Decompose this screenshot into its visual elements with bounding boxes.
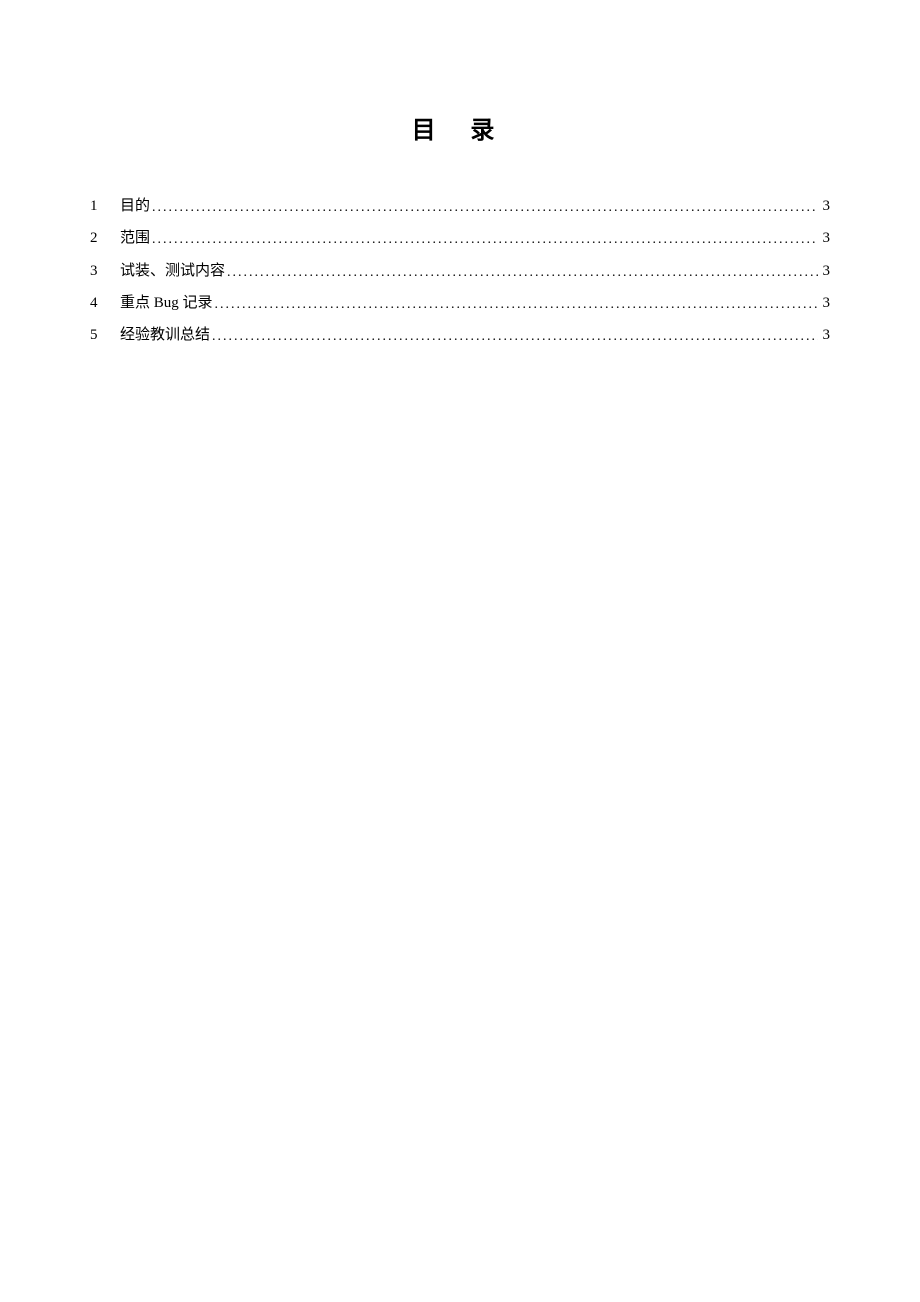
- toc-entry[interactable]: 4 重点 Bug 记录 3: [90, 287, 830, 319]
- toc-entry-number: 5: [90, 319, 120, 351]
- toc-leader-dots: [210, 322, 818, 352]
- toc-entry-number: 3: [90, 255, 120, 287]
- toc-entry-page: 3: [818, 190, 830, 222]
- toc-entry-label: 经验教训总结: [120, 319, 210, 351]
- toc-entry[interactable]: 2 范围 3: [90, 222, 830, 254]
- toc-leader-dots: [225, 258, 818, 288]
- toc-entry-page: 3: [818, 319, 830, 351]
- toc-entry-page: 3: [818, 255, 830, 287]
- toc-entry[interactable]: 3 试装、测试内容 3: [90, 255, 830, 287]
- table-of-contents: 1 目的 3 2 范围 3 3 试装、测试内容 3 4 重点 Bug 记录 3 …: [90, 190, 830, 351]
- toc-entry-label: 试装、测试内容: [120, 255, 225, 287]
- toc-entry-label: 范围: [120, 222, 150, 254]
- toc-entry-number: 4: [90, 287, 120, 319]
- toc-entry-label: 重点 Bug 记录: [120, 287, 213, 319]
- toc-entry[interactable]: 5 经验教训总结 3: [90, 319, 830, 351]
- toc-title: 目 录: [90, 110, 830, 145]
- document-page: 目 录 1 目的 3 2 范围 3 3 试装、测试内容 3 4 重点 Bug 记…: [0, 0, 920, 441]
- toc-entry[interactable]: 1 目的 3: [90, 190, 830, 222]
- toc-entry-page: 3: [818, 287, 830, 319]
- toc-entry-number: 2: [90, 222, 120, 254]
- toc-leader-dots: [213, 290, 818, 320]
- toc-leader-dots: [150, 193, 818, 223]
- toc-entry-page: 3: [818, 222, 830, 254]
- toc-leader-dots: [150, 225, 818, 255]
- toc-entry-label: 目的: [120, 190, 150, 222]
- toc-entry-number: 1: [90, 190, 120, 222]
